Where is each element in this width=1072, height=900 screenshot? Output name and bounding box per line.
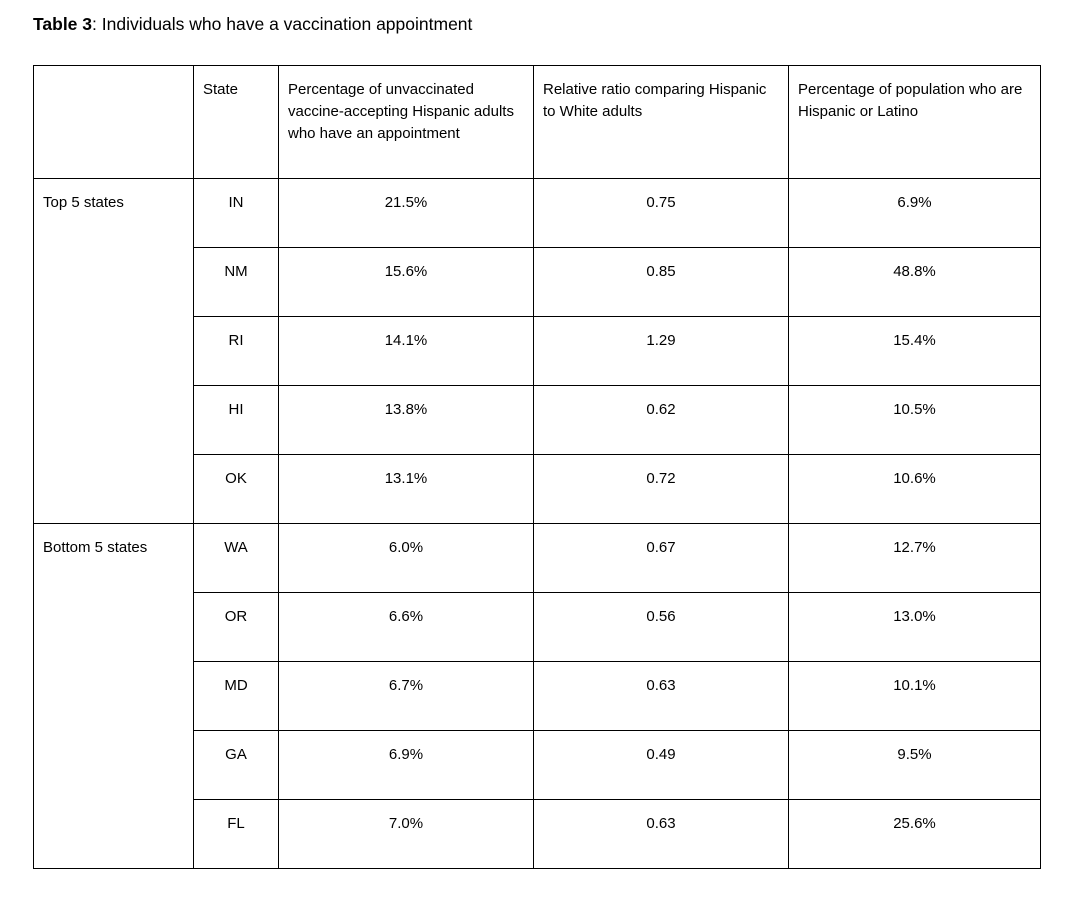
pct-appointment-cell: 6.6%	[278, 592, 534, 662]
state-cell: IN	[193, 178, 279, 248]
pct-population-cell: 13.0%	[788, 592, 1041, 662]
state-cell: FL	[193, 799, 279, 869]
relative-ratio-cell: 0.63	[533, 799, 789, 869]
table-row: FL 7.0% 0.63 25.6%	[34, 799, 1041, 869]
group-label-cell: Top 5 states	[33, 178, 194, 524]
table-row: Bottom 5 states WA 6.0% 0.67 12.7%	[33, 523, 1041, 869]
relative-ratio-cell: 0.62	[533, 385, 789, 455]
header-corner-cell	[33, 65, 194, 179]
relative-ratio-cell: 0.72	[533, 454, 789, 524]
group-label-cell: Bottom 5 states	[33, 523, 194, 869]
pct-population-cell: 6.9%	[788, 178, 1041, 248]
state-cell: GA	[193, 730, 279, 800]
table-row: NM 15.6% 0.85 48.8%	[34, 247, 1041, 317]
pct-population-cell: 10.5%	[788, 385, 1041, 455]
state-cell: WA	[193, 523, 279, 593]
header-pct-appointment: Percentage of unvaccinated vaccine-accep…	[278, 65, 534, 179]
table-title-label: Table 3	[33, 14, 93, 34]
pct-appointment-cell: 21.5%	[278, 178, 534, 248]
state-cell: OK	[193, 454, 279, 524]
state-cell: RI	[193, 316, 279, 386]
table-row: RI 14.1% 1.29 15.4%	[34, 316, 1041, 386]
pct-population-cell: 48.8%	[788, 247, 1041, 317]
table-row: Top 5 states IN 21.5% 0.75 6.9%	[33, 178, 1041, 524]
table-row: GA 6.9% 0.49 9.5%	[34, 730, 1041, 800]
header-state: State	[193, 65, 279, 179]
table-row: MD 6.7% 0.63 10.1%	[34, 661, 1041, 731]
table-title-text: : Individuals who have a vaccination app…	[92, 14, 473, 34]
pct-population-cell: 12.7%	[788, 523, 1041, 593]
pct-appointment-cell: 14.1%	[278, 316, 534, 386]
pct-appointment-cell: 6.7%	[278, 661, 534, 731]
state-cell: HI	[193, 385, 279, 455]
pct-population-cell: 9.5%	[788, 730, 1041, 800]
state-cell: MD	[193, 661, 279, 731]
pct-appointment-cell: 7.0%	[278, 799, 534, 869]
table-title: Table 3: Individuals who have a vaccinat…	[33, 13, 472, 36]
relative-ratio-cell: 0.75	[533, 178, 789, 248]
relative-ratio-cell: 0.85	[533, 247, 789, 317]
pct-population-cell: 10.6%	[788, 454, 1041, 524]
relative-ratio-cell: 0.63	[533, 661, 789, 731]
relative-ratio-cell: 1.29	[533, 316, 789, 386]
pct-appointment-cell: 6.9%	[278, 730, 534, 800]
table-header-row: State Percentage of unvaccinated vaccine…	[33, 65, 1041, 179]
header-relative-ratio: Relative ratio comparing Hispanic to Whi…	[533, 65, 789, 179]
pct-appointment-cell: 15.6%	[278, 247, 534, 317]
pct-appointment-cell: 6.0%	[278, 523, 534, 593]
relative-ratio-cell: 0.56	[533, 592, 789, 662]
pct-population-cell: 25.6%	[788, 799, 1041, 869]
pct-appointment-cell: 13.1%	[278, 454, 534, 524]
table-body: Top 5 states IN 21.5% 0.75 6.9% NM 15.6% 0.85 48…	[33, 178, 1041, 869]
pct-population-cell: 15.4%	[788, 316, 1041, 386]
pct-appointment-cell: 13.8%	[278, 385, 534, 455]
relative-ratio-cell: 0.67	[533, 523, 789, 593]
vaccination-appointment-table: State Percentage of unvaccinated vaccine…	[33, 65, 1041, 869]
table-row: OK 13.1% 0.72 10.6%	[34, 454, 1041, 524]
header-pct-population: Percentage of population who are Hispani…	[788, 65, 1041, 179]
state-cell: OR	[193, 592, 279, 662]
pct-population-cell: 10.1%	[788, 661, 1041, 731]
relative-ratio-cell: 0.49	[533, 730, 789, 800]
state-cell: NM	[193, 247, 279, 317]
